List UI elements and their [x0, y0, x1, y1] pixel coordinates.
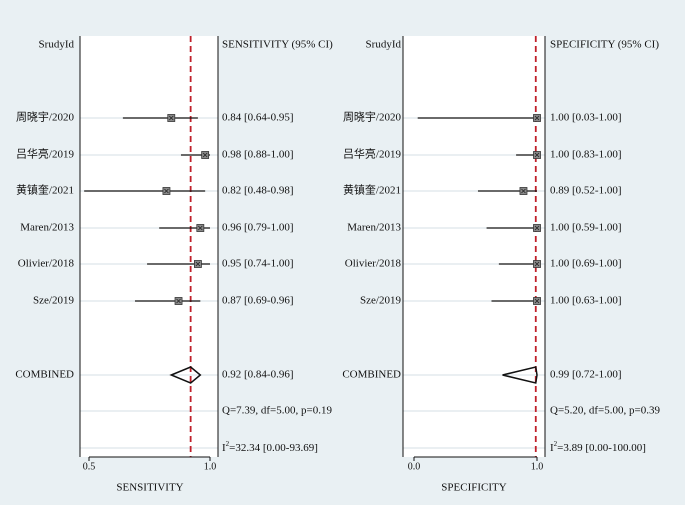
study-label: Maren/2013 — [20, 222, 74, 234]
study-ci-text: 0.87 [0.69-0.96] — [222, 295, 294, 307]
study-label: 吕华亮/2019 — [16, 147, 75, 161]
i2-prefix: I — [550, 442, 554, 454]
study-point-mark — [534, 261, 540, 267]
i2-superscript: 2 — [226, 440, 230, 448]
x-axis-tick-label: 1.0 — [204, 461, 217, 472]
study-ci-text: 0.96 [0.79-1.00] — [222, 222, 294, 234]
study-ci-text: 0.95 [0.74-1.00] — [222, 258, 294, 270]
study-ci-text: 1.00 [0.63-1.00] — [550, 295, 622, 307]
heterogeneity-i2-text: I2=32.34 [0.00-93.69] — [222, 440, 318, 454]
study-ci-text: 1.00 [0.59-1.00] — [550, 222, 622, 234]
study-point-mark — [534, 298, 540, 304]
study-label: 黄镇奎/2021 — [343, 183, 401, 197]
study-ci-text: 1.00 [0.03-1.00] — [550, 112, 622, 124]
study-ci-text: 0.84 [0.64-0.95] — [222, 112, 294, 124]
combined-diamond — [502, 366, 538, 384]
study-label: Olivier/2018 — [18, 258, 75, 270]
study-label: Maren/2013 — [347, 222, 401, 234]
x-axis-tick-label: 1.0 — [531, 461, 544, 472]
study-label: 黄镇奎/2021 — [16, 183, 74, 197]
combined-diamond — [169, 366, 202, 384]
study-point-mark — [534, 152, 540, 158]
combined-ci-text: 0.92 [0.84-0.96] — [222, 369, 294, 381]
study-point-mark — [198, 225, 203, 231]
i2-prefix: I — [222, 442, 226, 454]
study-point-mark — [176, 298, 181, 304]
x-axis-title: SPECIFICITY — [441, 482, 506, 494]
plot-area-2 — [403, 36, 545, 457]
study-label: Sze/2019 — [360, 295, 401, 307]
column-header-study-id: SrudyId — [366, 39, 402, 51]
study-point-mark — [195, 261, 201, 267]
study-point-mark — [534, 115, 540, 121]
study-point-mark — [534, 225, 540, 231]
column-header-ci: SPECIFICITY (95% CI) — [550, 39, 659, 51]
study-point-mark — [202, 152, 208, 158]
combined-label: COMBINED — [15, 369, 74, 381]
study-label: 周晓宇/2020 — [343, 111, 402, 124]
combined-ci-text: 0.99 [0.72-1.00] — [550, 369, 622, 381]
study-ci-text: 0.89 [0.52-1.00] — [550, 185, 622, 197]
i2-values: =32.34 [0.00-93.69] — [229, 442, 318, 454]
column-header-study-id: SrudyId — [39, 39, 75, 51]
column-header-ci: SENSITIVITY (95% CI) — [222, 39, 333, 51]
x-axis-tick-label: 0.5 — [83, 461, 96, 472]
study-label: 吕华亮/2019 — [343, 147, 402, 161]
combined-label: COMBINED — [342, 369, 401, 381]
study-ci-text: 1.00 [0.83-1.00] — [550, 149, 622, 161]
study-ci-text: 1.00 [0.69-1.00] — [550, 258, 622, 270]
plot-area-1 — [80, 36, 218, 457]
i2-superscript: 2 — [554, 440, 558, 448]
study-label: 周晓宇/2020 — [16, 111, 75, 124]
i2-values: =3.89 [0.00-100.00] — [557, 442, 646, 454]
study-point-mark — [168, 115, 174, 121]
heterogeneity-i2-text: I2=3.89 [0.00-100.00] — [550, 440, 646, 454]
study-point-mark — [164, 188, 169, 194]
x-axis-tick-label: 0.0 — [408, 461, 421, 472]
study-point-mark — [521, 188, 526, 194]
heterogeneity-q-text: Q=5.20, df=5.00, p=0.39 — [550, 405, 660, 417]
study-label: Olivier/2018 — [345, 258, 402, 270]
heterogeneity-q-text: Q=7.39, df=5.00, p=0.19 — [222, 405, 332, 417]
study-ci-text: 0.82 [0.48-0.98] — [222, 185, 294, 197]
x-axis-title: SENSITIVITY — [116, 482, 183, 494]
study-ci-text: 0.98 [0.88-1.00] — [222, 149, 294, 161]
study-label: Sze/2019 — [33, 295, 74, 307]
